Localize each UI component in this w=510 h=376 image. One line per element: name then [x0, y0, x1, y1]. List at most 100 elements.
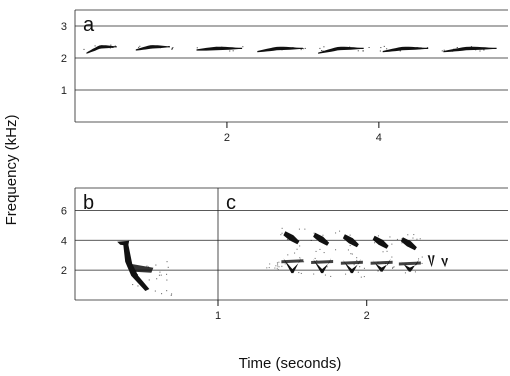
- element-lower: [342, 258, 361, 274]
- note-speckle: [171, 48, 173, 50]
- note-speckle: [288, 48, 290, 50]
- onset-speckle: [277, 269, 279, 271]
- note-speckle: [339, 48, 341, 50]
- x-axis-label: Time (seconds): [239, 355, 342, 372]
- element-speckle: [330, 275, 332, 277]
- note-speckle: [322, 50, 324, 52]
- call-speckle: [137, 285, 139, 287]
- note-speckle: [412, 47, 414, 49]
- panel-label: a: [83, 14, 95, 36]
- element-upper: [342, 234, 359, 248]
- note-speckle: [456, 47, 458, 48]
- note-speckle: [97, 47, 99, 49]
- note-speckle: [139, 45, 141, 47]
- element-speckle: [349, 234, 351, 236]
- call-element: [117, 240, 173, 296]
- note-body: [257, 46, 303, 53]
- note-speckle: [419, 48, 421, 50]
- onset-speckle: [274, 267, 276, 269]
- element-speckle: [357, 271, 359, 273]
- element-speckle: [303, 261, 305, 263]
- note-body: [135, 45, 170, 51]
- element-speckle: [419, 238, 421, 240]
- note-speckle: [109, 47, 111, 49]
- call-speckle: [154, 290, 156, 292]
- element-speckle: [413, 234, 415, 236]
- note-speckle: [443, 49, 445, 51]
- note-speckle: [416, 47, 418, 49]
- call-speckle: [171, 293, 173, 295]
- element-speckle: [377, 270, 379, 272]
- onset-speckle: [266, 267, 268, 269]
- call-speckle: [160, 274, 162, 276]
- element-speckle: [360, 276, 362, 278]
- element-speckle: [299, 245, 301, 247]
- element-speckle: [377, 261, 379, 263]
- call-sweep: [123, 243, 150, 292]
- element-speckle: [405, 263, 407, 265]
- note-body: [86, 45, 117, 54]
- element-speckle: [314, 235, 316, 237]
- note-speckle: [109, 46, 111, 48]
- element-speckle: [392, 267, 394, 269]
- element-speckle: [350, 253, 352, 255]
- note-speckle: [111, 47, 113, 48]
- call-speckle: [161, 293, 163, 295]
- song-note: [379, 45, 429, 53]
- song-note: [441, 46, 497, 53]
- note-speckle: [470, 46, 473, 48]
- element-upper: [372, 235, 389, 249]
- element-speckle: [407, 234, 409, 236]
- note-speckle: [447, 50, 449, 52]
- onset-speckle: [277, 263, 279, 265]
- note-speckle: [302, 48, 305, 50]
- element-speckle: [310, 239, 312, 241]
- element-speckle: [350, 270, 352, 272]
- element-band: [340, 260, 363, 265]
- note-speckle: [229, 50, 231, 52]
- element-speckle: [313, 232, 315, 234]
- onset-speckle: [275, 265, 277, 267]
- call-speckle: [156, 278, 158, 280]
- element-speckle: [281, 232, 283, 234]
- element-speckle: [415, 264, 417, 266]
- element-upper: [283, 231, 300, 245]
- note-speckle: [386, 48, 388, 50]
- element-speckle: [414, 271, 416, 273]
- element-small: [427, 255, 435, 268]
- note-speckle: [380, 47, 382, 49]
- element-speckle: [351, 253, 353, 255]
- element-lower: [283, 257, 302, 274]
- note-speckle: [379, 50, 381, 52]
- element-speckle: [339, 230, 341, 232]
- note-speckle: [281, 49, 283, 51]
- call-speckle: [170, 294, 172, 296]
- element-speckle: [363, 267, 365, 269]
- call-speckle: [159, 271, 161, 273]
- panel-label: b: [83, 192, 94, 214]
- call-speckle: [146, 265, 148, 267]
- note-speckle: [172, 47, 174, 49]
- note-speckle: [213, 48, 215, 49]
- element-speckle: [387, 264, 389, 266]
- element-speckle: [304, 228, 306, 230]
- element-upper: [400, 237, 417, 251]
- element-speckle: [314, 257, 316, 259]
- element-speckle: [412, 237, 414, 239]
- onset-speckle: [269, 263, 271, 265]
- element-speckle: [418, 258, 420, 260]
- element-speckle: [401, 238, 403, 240]
- element-speckle: [396, 238, 398, 240]
- song-element: [427, 255, 435, 268]
- element-speckle: [377, 235, 379, 237]
- note-speckle: [441, 50, 443, 52]
- element-speckle: [359, 266, 361, 268]
- call-speckle: [142, 281, 144, 283]
- element-speckle: [385, 263, 387, 265]
- call-speckle: [155, 264, 157, 266]
- call-speckle: [166, 279, 168, 281]
- element-speckle: [389, 236, 391, 238]
- onset-speckle: [276, 262, 278, 264]
- element-speckle: [335, 249, 337, 251]
